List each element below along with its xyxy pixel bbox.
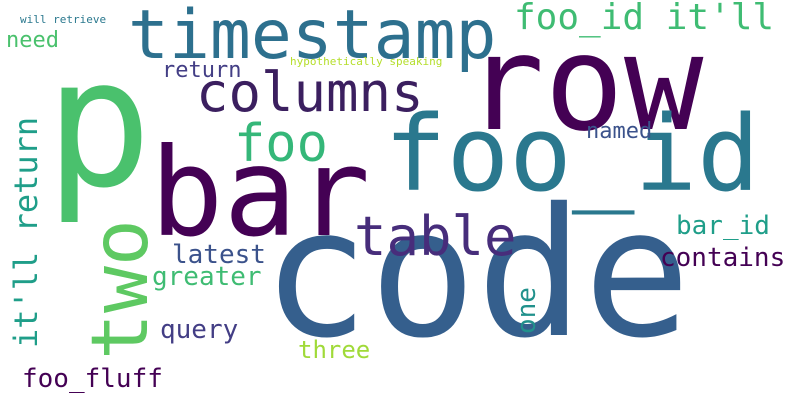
word-one: one [512,287,542,334]
word-p: p [45,20,153,227]
word-row: row [465,7,704,161]
word-two: two [76,219,166,360]
word-foo_fluff: foo_fluff [22,364,163,394]
word-table: table [354,205,517,268]
word-will-retrieve: will retrieve [20,13,107,26]
word-named: named [586,119,653,144]
word-return: return [162,58,242,83]
word-contains: contains [660,243,786,273]
word-foo: foo [234,114,328,174]
word-timestamp: timestamp [128,0,497,75]
word-columns: columns [196,61,424,124]
word-bar_id: bar_id [676,211,770,241]
word-foo_id: foo_id [384,93,760,215]
word-three: three [298,336,371,364]
word-latest: latest [172,240,266,270]
word-hypothetically: hypothetically speaking [290,55,443,68]
word-itll-return: it'll return [7,116,45,348]
word-need: need [6,28,59,53]
word-greater: greater [152,262,262,292]
word-bar: bar [150,122,371,264]
word-foo_id-itll: foo_id it'll [514,0,775,38]
word-code: code [262,170,691,377]
word-query: query [160,315,239,345]
